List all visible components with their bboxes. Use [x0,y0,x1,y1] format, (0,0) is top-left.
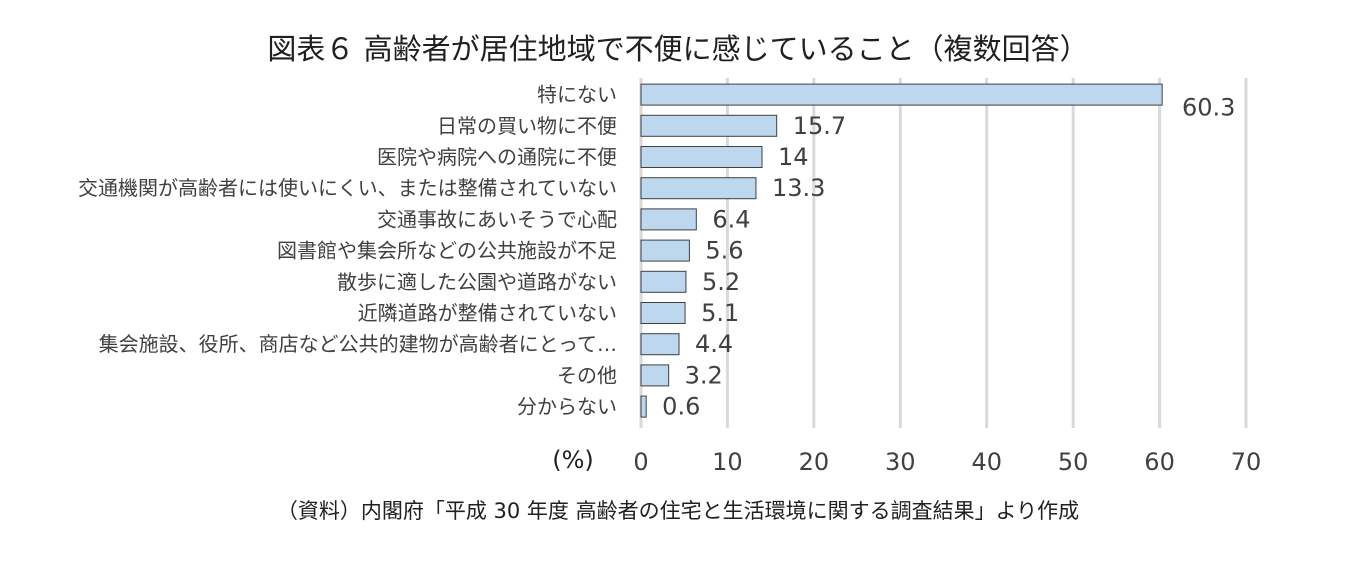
bar [640,333,680,356]
bar [640,177,757,200]
x-tick-label: 60 [1144,448,1175,476]
category-label: 近隣道路が整備されていない [358,301,617,325]
bar [640,395,647,418]
bar [640,364,670,387]
bar [640,83,1163,106]
data-label: 13.3 [772,174,825,202]
bar [640,208,697,231]
data-label: 4.4 [695,330,733,358]
x-tick-label: 10 [712,448,743,476]
bar [640,270,687,293]
x-tick-label: 20 [799,448,830,476]
x-axis-label: (%) [552,446,594,474]
category-label: 交通事故にあいそうで心配 [377,207,617,231]
x-tick-label: 50 [1058,448,1089,476]
category-label: 医院や病院への通院に不便 [377,145,617,169]
category-label: 日常の買い物に不便 [437,114,617,138]
data-label: 60.3 [1182,94,1235,122]
category-label: 特にない [537,83,617,107]
data-label: 5.1 [701,299,739,327]
category-label: 集会施設、役所、商店など公共的建物が高齢者にとって… [99,332,617,356]
data-label: 5.6 [705,237,743,265]
bar [640,114,778,137]
data-label: 15.7 [793,112,846,140]
data-label: 5.2 [702,268,740,296]
x-tick-label: 70 [1231,448,1262,476]
x-tick-label: 0 [633,448,648,476]
x-tick-label: 40 [971,448,1002,476]
bar [640,239,690,262]
data-label: 6.4 [712,205,750,233]
category-label: 図書館や集会所などの公共施設が不足 [277,239,617,263]
data-label: 14 [778,143,809,171]
data-label: 0.6 [662,393,700,421]
data-label: 3.2 [685,361,723,389]
source-note: （資料）内閣府「平成 30 年度 高齢者の住宅と生活環境に関する調査結果」より作… [276,499,1080,523]
x-tick-label: 30 [885,448,916,476]
chart-title: 図表６ 高齢者が居住地域で不便に感じていること（複数回答） [267,32,1089,66]
category-label: 散歩に適した公園や道路がない [337,270,617,294]
category-label: 交通機関が高齢者には使いにくい、または整備されていない [78,176,617,200]
bar [640,302,686,324]
category-label: 分からない [517,395,617,419]
category-label: その他 [557,363,617,387]
bar [640,146,763,168]
